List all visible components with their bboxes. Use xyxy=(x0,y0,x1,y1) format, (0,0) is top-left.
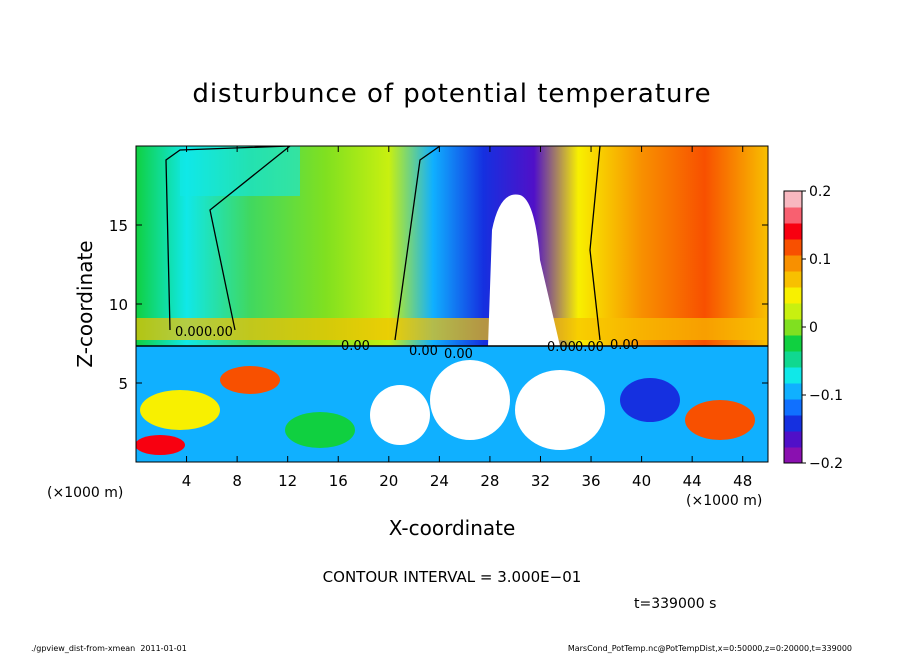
colorbar-segment xyxy=(784,319,802,336)
lower-field-patches xyxy=(136,360,755,455)
chart-title: disturbunce of potential temperature xyxy=(192,79,711,109)
y-axis-label: Z-coordinate xyxy=(73,240,97,367)
y-tick-label: 15 xyxy=(109,217,128,235)
red-band xyxy=(136,318,768,340)
x-tick-label: 28 xyxy=(480,472,499,490)
contour-label: 0.00 xyxy=(547,340,576,355)
x-tick-label: 40 xyxy=(632,472,651,490)
y-unit-label: (×1000 m) xyxy=(47,485,123,501)
contour-label: 0.00 xyxy=(575,340,604,355)
colorbar-segment xyxy=(784,255,802,272)
colorbar-tick-label: −0.1 xyxy=(809,388,843,404)
contour-label: 0.00 xyxy=(610,338,639,353)
colorbar-tick-label: −0.2 xyxy=(809,456,843,472)
x-tick-label: 16 xyxy=(329,472,348,490)
contour-label: 0.00 xyxy=(444,347,473,362)
time-label: t=339000 s xyxy=(634,596,716,612)
colorbar-segment xyxy=(784,239,802,256)
contour-label: 0.00 xyxy=(204,325,233,340)
colorbar: 0.2 0.1 0 −0.1 −0.2 xyxy=(784,184,843,472)
colorbar-tick-label: 0.2 xyxy=(809,184,831,200)
footer-left: ./gpview_dist-from-xmean 2011-01-01 xyxy=(31,644,187,653)
upper-left-cyan-patch xyxy=(180,146,300,196)
colorbar-segment xyxy=(784,223,802,240)
colorbar-segment xyxy=(784,303,802,320)
colorbar-segment xyxy=(784,351,802,368)
zero-contour-left xyxy=(165,146,292,331)
colorbar-tick-label: 0.1 xyxy=(809,252,831,268)
x-axis-label: X-coordinate xyxy=(389,516,516,540)
x-unit-label: (×1000 m) xyxy=(686,493,762,509)
x-tick-label: 20 xyxy=(379,472,398,490)
colorbar-segment xyxy=(784,271,802,288)
colorbar-segment xyxy=(784,367,802,384)
colorbar-segment xyxy=(784,335,802,352)
x-tick-label: 8 xyxy=(232,472,242,490)
colorbar-tick-label: 0 xyxy=(809,320,818,336)
footer-right: MarsCond_PotTemp.nc@PotTempDist,x=0:5000… xyxy=(568,644,852,653)
x-tick-label: 12 xyxy=(278,472,297,490)
x-tick-label: 4 xyxy=(182,472,192,490)
x-tick-label: 36 xyxy=(581,472,600,490)
colorbar-segment xyxy=(784,287,802,304)
colorbar-segment xyxy=(784,431,802,448)
colorbar-frame xyxy=(783,190,803,464)
x-tick-label: 24 xyxy=(430,472,449,490)
colorbar-segment xyxy=(784,383,802,400)
colorbar-segment xyxy=(784,191,802,208)
colorbar-segment xyxy=(784,207,802,224)
zero-contour-center xyxy=(394,146,601,341)
contour-label: 0.00 xyxy=(341,339,370,354)
x-tick-label: 44 xyxy=(683,472,702,490)
contour-interval-label: CONTOUR INTERVAL = 3.000E−01 xyxy=(323,568,582,586)
x-tick-label: 48 xyxy=(733,472,752,490)
white-plume xyxy=(488,194,560,346)
plot-area xyxy=(136,146,768,462)
colorbar-segment xyxy=(784,415,802,432)
contour-label: 0.00 xyxy=(175,325,204,340)
contour-label: 0.00 xyxy=(409,344,438,359)
y-tick-label: 5 xyxy=(118,375,128,393)
colorbar-segment xyxy=(784,399,802,416)
y-tick-label: 10 xyxy=(109,296,128,314)
x-tick-label: 32 xyxy=(531,472,550,490)
contour-labels: 0.00 0.00 0.00 0.00 0.00 0.00 0.00 0.00 xyxy=(175,325,639,362)
colorbar-segment xyxy=(784,447,802,464)
